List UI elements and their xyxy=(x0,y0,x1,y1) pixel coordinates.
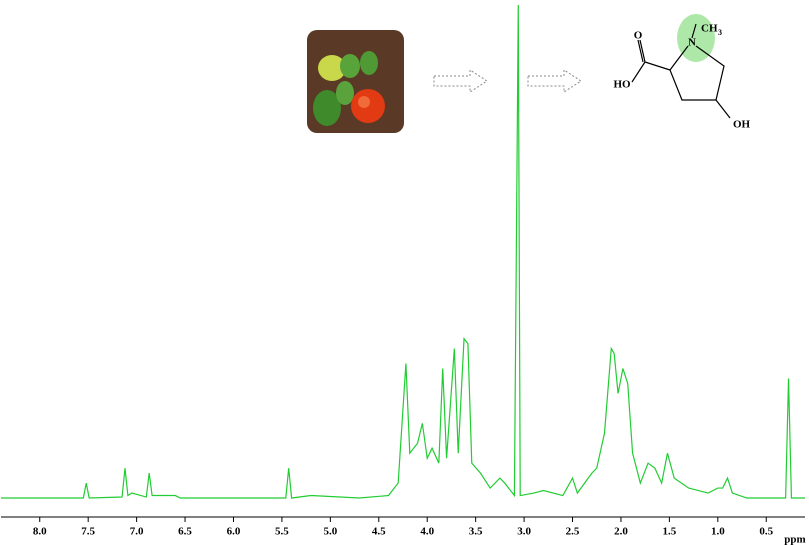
x-tick-label: 7.5 xyxy=(81,526,95,538)
structure-label: 3 xyxy=(718,28,722,37)
x-tick-label: 1.5 xyxy=(663,526,677,538)
x-tick-label: 6.0 xyxy=(227,526,241,538)
x-tick-label: 7.0 xyxy=(130,526,144,538)
x-tick-label: 5.5 xyxy=(275,526,289,538)
fruit-photo xyxy=(307,30,404,133)
x-tick-label: 3.0 xyxy=(517,526,531,538)
structure-label: HO xyxy=(613,79,631,91)
x-tick-label: 8.0 xyxy=(33,526,47,538)
spectrum-line xyxy=(1,4,805,499)
x-tick-label: 4.5 xyxy=(372,526,386,538)
x-tick-label: 4.0 xyxy=(420,526,434,538)
structure-label: OH xyxy=(733,119,751,131)
x-tick-label: 1.0 xyxy=(711,526,725,538)
x-tick-label: 2.5 xyxy=(566,526,580,538)
structure-label: CH xyxy=(701,23,718,35)
x-tick-label: 0.5 xyxy=(759,526,773,538)
structure xyxy=(631,14,731,119)
x-tick-label: 3.5 xyxy=(469,526,483,538)
x-tick-label: 2.0 xyxy=(614,526,628,538)
x-axis-label: ppm xyxy=(784,534,805,545)
structure-label: N xyxy=(688,37,696,49)
x-tick-label: 5.0 xyxy=(323,526,337,538)
arrows xyxy=(433,69,582,93)
x-tick-label: 6.5 xyxy=(178,526,192,538)
structure-label: O xyxy=(634,30,643,42)
